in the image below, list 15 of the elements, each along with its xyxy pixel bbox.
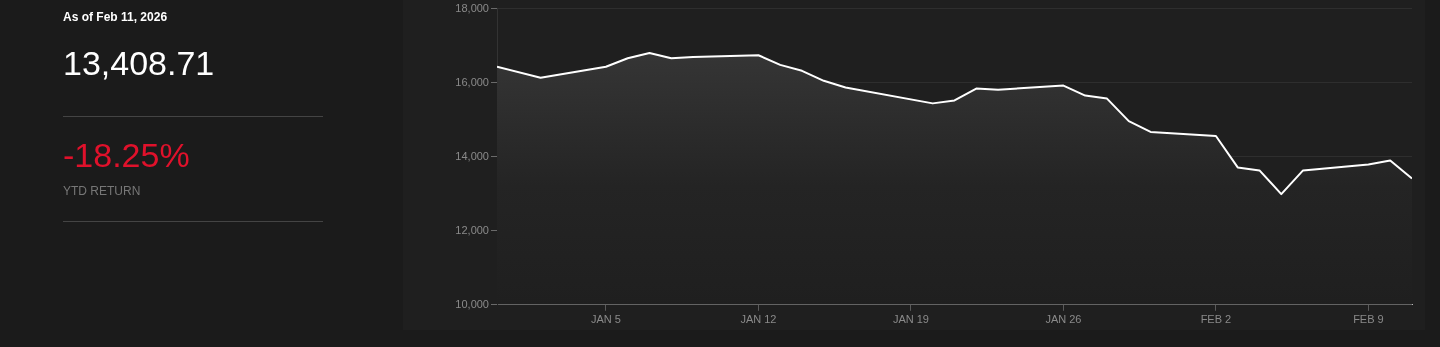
y-tick-label: 10,000 xyxy=(455,297,489,310)
x-tick-label: JAN 12 xyxy=(740,313,777,326)
x-tick-label: JAN 5 xyxy=(590,313,621,326)
y-tick-label: 14,000 xyxy=(455,149,489,162)
x-tick-label: JAN 19 xyxy=(892,313,929,326)
text: 13,408.71 xyxy=(63,44,215,83)
text: As of Feb 11, 2026 xyxy=(63,10,168,24)
x-tick-label: JAN 26 xyxy=(1045,313,1082,326)
x-tick-label: FEB 2 xyxy=(1200,313,1232,326)
y-tick-label: 12,000 xyxy=(455,223,489,236)
x-tick-label: FEB 9 xyxy=(1353,313,1384,326)
text: YTD RETURN xyxy=(63,184,141,198)
y-tick-label: 16,000 xyxy=(455,75,489,88)
y-tick-label: 18,000 xyxy=(455,1,489,14)
text: -18.25% xyxy=(63,136,190,175)
